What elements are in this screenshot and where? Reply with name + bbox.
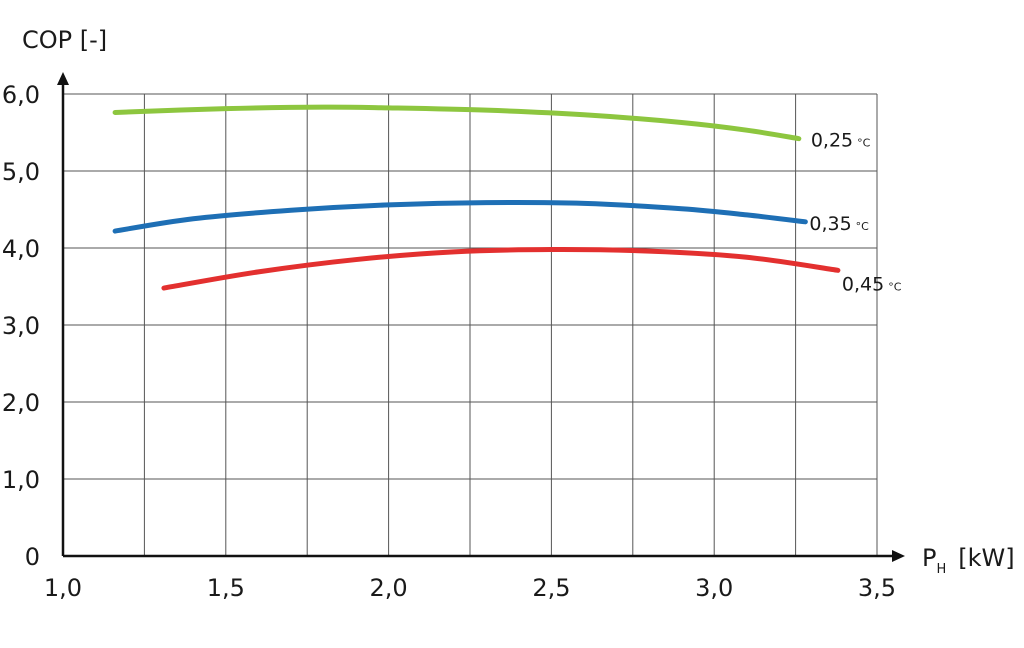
y-tick-label: 1,0 [2, 466, 40, 494]
y-axis-title: COP [-] [22, 26, 107, 54]
y-tick-label: 3,0 [2, 312, 40, 340]
x-axis-title-main: P [922, 544, 936, 572]
axes [57, 72, 905, 562]
x-tick-label: 1,0 [44, 574, 82, 602]
series-label: 0,45 °C [842, 273, 902, 295]
y-tick-label: 5,0 [2, 158, 40, 186]
x-tick-label: 1,5 [207, 574, 245, 602]
x-axis-arrow [892, 550, 905, 562]
x-axis-title: PH [kW] [922, 544, 1015, 577]
y-tick-label: 4,0 [2, 235, 40, 263]
series-lines [112, 104, 841, 291]
y-tick-label: 0 [25, 543, 40, 571]
series-label: 0,35 °C [809, 213, 869, 235]
y-tick-label: 2,0 [2, 389, 40, 417]
x-tick-label: 3,0 [695, 574, 733, 602]
grid [63, 93, 878, 556]
series-unit: °C [856, 220, 870, 233]
series-line [112, 199, 808, 234]
series-unit: °C [857, 137, 871, 150]
series-unit: °C [888, 280, 902, 293]
x-tick-label: 2,0 [370, 574, 408, 602]
tick-labels: 1,0 1,5 2,0 2,5 3,0 3,501,02,03,04,05,06,0 [2, 81, 896, 602]
series-label: 0,25 °C [811, 130, 871, 152]
x-tick-label: 3,5 [858, 574, 896, 602]
x-tick-label: 2,5 [532, 574, 570, 602]
x-axis-title-unit: [kW] [958, 544, 1014, 572]
series-line [161, 247, 841, 291]
y-tick-label: 6,0 [2, 81, 40, 109]
series-line [112, 104, 802, 142]
y-axis-arrow [57, 72, 69, 85]
x-axis-title-sub: H [936, 562, 946, 577]
